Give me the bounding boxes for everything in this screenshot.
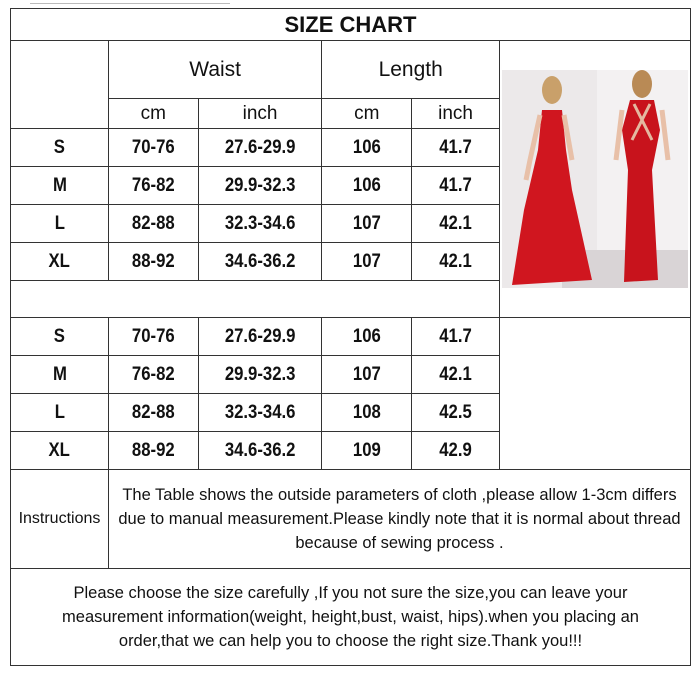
top-edge <box>30 0 230 4</box>
length-cm: 108 <box>352 401 381 423</box>
waist-inch: 32.3-34.6 <box>224 401 296 423</box>
table-row: L 82-88 32.3-34.6 107 42.1 <box>10 204 691 243</box>
unit-waist-cm: cm <box>107 98 199 129</box>
length-inch: 42.1 <box>439 363 472 385</box>
waist-cm: 88-92 <box>131 439 175 461</box>
waist-inch: 34.6-36.2 <box>224 250 296 272</box>
size-label: M <box>52 363 67 385</box>
waist-inch: 34.6-36.2 <box>224 439 296 461</box>
waist-cm: 76-82 <box>131 363 175 385</box>
length-inch: 41.7 <box>439 136 472 158</box>
waist-inch: 32.3-34.6 <box>224 212 296 234</box>
length-inch: 42.1 <box>439 250 472 272</box>
red-dress-photo <box>501 70 688 288</box>
length-cm: 109 <box>352 439 381 461</box>
size-label: S <box>53 325 66 347</box>
length-inch: 41.7 <box>439 325 472 347</box>
length-cm: 107 <box>352 250 381 272</box>
page-title: SIZE CHART <box>10 8 691 41</box>
table-row: S 70-76 27.6-29.9 106 41.7 <box>10 128 691 167</box>
empty-cell <box>498 317 692 470</box>
waist-cm: 88-92 <box>131 250 175 272</box>
header-waist: Waist <box>107 40 323 99</box>
length-cm: 106 <box>352 174 381 196</box>
waist-inch: 29.9-32.3 <box>224 363 296 385</box>
size-label: S <box>53 136 66 158</box>
waist-inch: 27.6-29.9 <box>224 325 296 347</box>
instructions-label: Instructions <box>10 469 109 569</box>
size-label: L <box>54 212 65 234</box>
length-cm: 106 <box>352 325 381 347</box>
empty-header-cell <box>10 40 109 129</box>
footer-note: Please choose the size carefully ,If you… <box>10 568 691 666</box>
table-row: XL 88-92 34.6-36.2 109 42.9 <box>10 431 691 470</box>
waist-cm: 70-76 <box>131 325 175 347</box>
size-label: XL <box>48 439 71 461</box>
waist-cm: 82-88 <box>131 212 175 234</box>
length-inch: 42.5 <box>439 401 472 423</box>
size-label: L <box>54 401 65 423</box>
size-label: M <box>52 174 67 196</box>
length-cm: 107 <box>352 363 381 385</box>
size-label: XL <box>48 250 71 272</box>
waist-cm: 82-88 <box>131 401 175 423</box>
size-chart-table: SIZE CHART Waist Length cm in <box>10 8 692 666</box>
length-inch: 41.7 <box>439 174 472 196</box>
waist-inch: 27.6-29.9 <box>224 136 296 158</box>
unit-waist-inch: inch <box>197 98 323 129</box>
instructions-text: The Table shows the outside parameters o… <box>107 469 692 569</box>
header-length: Length <box>321 40 500 99</box>
unit-length-cm: cm <box>321 98 413 129</box>
waist-cm: 70-76 <box>131 136 175 158</box>
length-cm: 107 <box>352 212 381 234</box>
length-cm: 106 <box>352 136 381 158</box>
table-row: L 82-88 32.3-34.6 108 42.5 <box>10 393 691 432</box>
length-inch: 42.1 <box>439 212 472 234</box>
waist-inch: 29.9-32.3 <box>224 174 296 196</box>
unit-length-inch: inch <box>411 98 500 129</box>
table-row: S 70-76 27.6-29.9 106 41.7 <box>10 317 692 470</box>
length-inch: 42.9 <box>439 439 472 461</box>
product-photo-cell <box>498 40 692 318</box>
waist-cm: 76-82 <box>131 174 175 196</box>
